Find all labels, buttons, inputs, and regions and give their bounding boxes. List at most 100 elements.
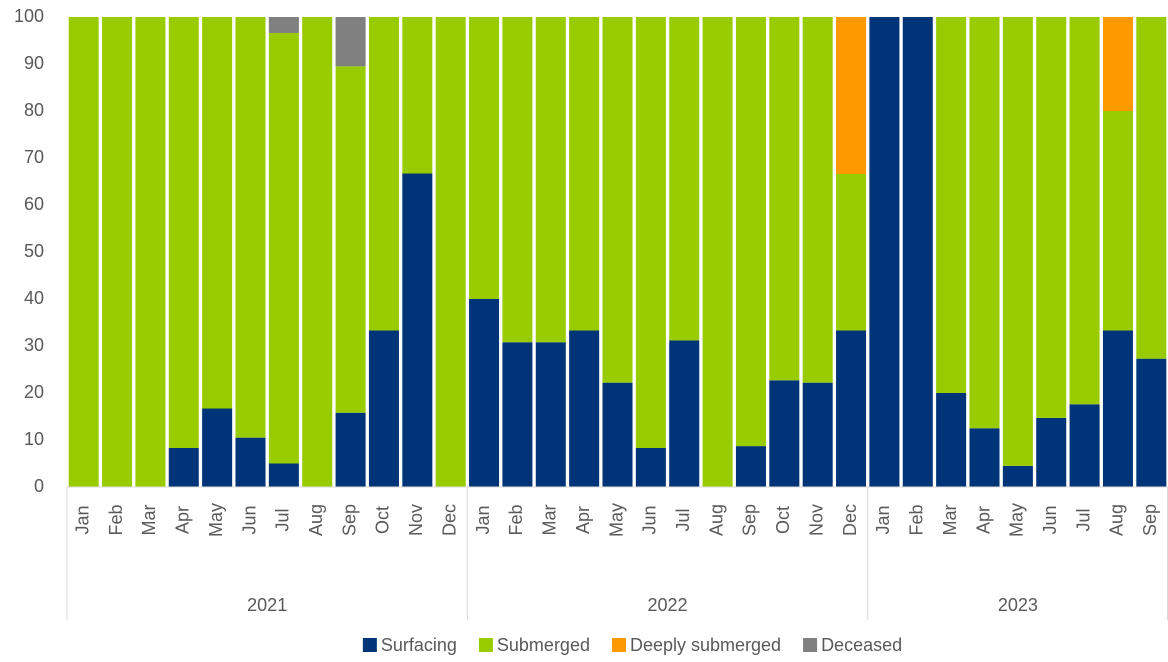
- bar-segment: [135, 17, 166, 487]
- x-tick-label: Jul: [273, 508, 293, 531]
- bar-segment: [836, 17, 867, 174]
- bar-segment: [1102, 111, 1133, 331]
- y-tick-label: 60: [24, 194, 44, 214]
- x-tick-label: Apr: [973, 506, 993, 534]
- bar-segment: [535, 342, 566, 487]
- legend-swatch: [803, 638, 818, 652]
- bar-segment: [969, 428, 1000, 487]
- bar-segment: [936, 393, 967, 487]
- bar-segment: [635, 447, 666, 487]
- bar-segment: [268, 32, 299, 464]
- bar-segment: [802, 17, 833, 383]
- y-tick-label: 80: [24, 100, 44, 120]
- bar-segment: [335, 17, 366, 67]
- x-tick-label: Jan: [473, 505, 493, 534]
- x-tick-label: Aug: [306, 504, 326, 536]
- bar-segment: [602, 382, 633, 487]
- bar-segment: [1102, 17, 1133, 111]
- y-tick-label: 90: [24, 53, 44, 73]
- bar-segment: [902, 17, 933, 487]
- legend-swatch: [478, 638, 493, 652]
- y-tick-label: 70: [24, 147, 44, 167]
- bar-segment: [969, 17, 1000, 429]
- x-tick-label: Jan: [72, 505, 92, 534]
- x-tick-label: Jun: [640, 505, 660, 534]
- x-tick-label: Aug: [706, 504, 726, 536]
- bar-segment: [802, 382, 833, 487]
- bar-segment: [502, 17, 533, 343]
- x-tick-label: Nov: [806, 504, 826, 536]
- bar-segment: [669, 340, 700, 487]
- bar-segment: [368, 330, 399, 487]
- bar-segment: [635, 17, 666, 448]
- x-tick-label: Feb: [907, 504, 927, 535]
- bar-segment: [1002, 465, 1033, 487]
- bar-segment: [469, 299, 500, 487]
- bar-segment: [735, 17, 766, 447]
- y-tick-label: 30: [24, 335, 44, 355]
- bar-segment: [1002, 17, 1033, 466]
- bar-segment: [1136, 17, 1167, 359]
- legend-label: Submerged: [497, 635, 590, 655]
- y-tick-label: 100: [14, 6, 44, 26]
- x-tick-label: Oct: [373, 506, 393, 534]
- bar-segment: [469, 17, 500, 299]
- y-tick-label: 50: [24, 241, 44, 261]
- x-tick-label: Oct: [773, 506, 793, 534]
- y-tick-label: 20: [24, 382, 44, 402]
- x-tick-label: Apr: [573, 506, 593, 534]
- group-label: 2023: [998, 595, 1038, 615]
- bar-segment: [735, 446, 766, 487]
- bar-segment: [602, 17, 633, 383]
- x-tick-label: May: [206, 503, 226, 537]
- y-tick-label: 10: [24, 429, 44, 449]
- legend-label: Surfacing: [381, 635, 457, 655]
- x-tick-label: Jun: [239, 505, 259, 534]
- x-tick-label: Sep: [740, 504, 760, 536]
- bar-segment: [1136, 358, 1167, 487]
- bar-segment: [235, 437, 266, 487]
- x-tick-label: Mar: [940, 504, 960, 535]
- bar-segment: [836, 330, 867, 487]
- x-tick-label: Apr: [173, 506, 193, 534]
- bar-segment: [535, 17, 566, 343]
- x-tick-label: Aug: [1107, 504, 1127, 536]
- bar-segment: [335, 66, 366, 413]
- bar-segment: [669, 17, 700, 341]
- bar-segment: [836, 173, 867, 331]
- bar-segment: [502, 342, 533, 487]
- x-tick-label: Jun: [1040, 505, 1060, 534]
- bar-segment: [1069, 404, 1100, 487]
- x-tick-label: May: [1007, 503, 1027, 537]
- bar-segment: [168, 447, 199, 487]
- bar-segment: [869, 17, 900, 487]
- bar-segment: [1036, 17, 1067, 418]
- x-tick-label: Jul: [1073, 508, 1093, 531]
- bar-segment: [569, 17, 600, 331]
- x-tick-label: Sep: [1140, 504, 1160, 536]
- bar-segment: [202, 17, 233, 409]
- legend-swatch: [611, 638, 626, 652]
- bar-segment: [769, 17, 800, 381]
- x-tick-label: Feb: [106, 504, 126, 535]
- x-tick-label: Mar: [540, 504, 560, 535]
- x-tick-label: Dec: [840, 504, 860, 536]
- legend-label: Deeply submerged: [630, 635, 781, 655]
- bar-segment: [402, 173, 433, 487]
- x-tick-label: Nov: [406, 504, 426, 536]
- group-label: 2021: [247, 595, 287, 615]
- bar-segment: [368, 17, 399, 331]
- legend-swatch: [362, 638, 377, 652]
- x-tick-label: Feb: [506, 504, 526, 535]
- bar-segment: [202, 408, 233, 487]
- bar-segment: [702, 17, 733, 487]
- bar-segment: [435, 17, 466, 487]
- bar-segment: [268, 17, 299, 33]
- bar-segment: [569, 330, 600, 487]
- bar-segment: [1036, 417, 1067, 487]
- bar-segment: [302, 17, 333, 487]
- bar-segment: [168, 17, 199, 448]
- y-tick-label: 40: [24, 288, 44, 308]
- x-tick-label: Jul: [673, 508, 693, 531]
- bar-segment: [1102, 330, 1133, 487]
